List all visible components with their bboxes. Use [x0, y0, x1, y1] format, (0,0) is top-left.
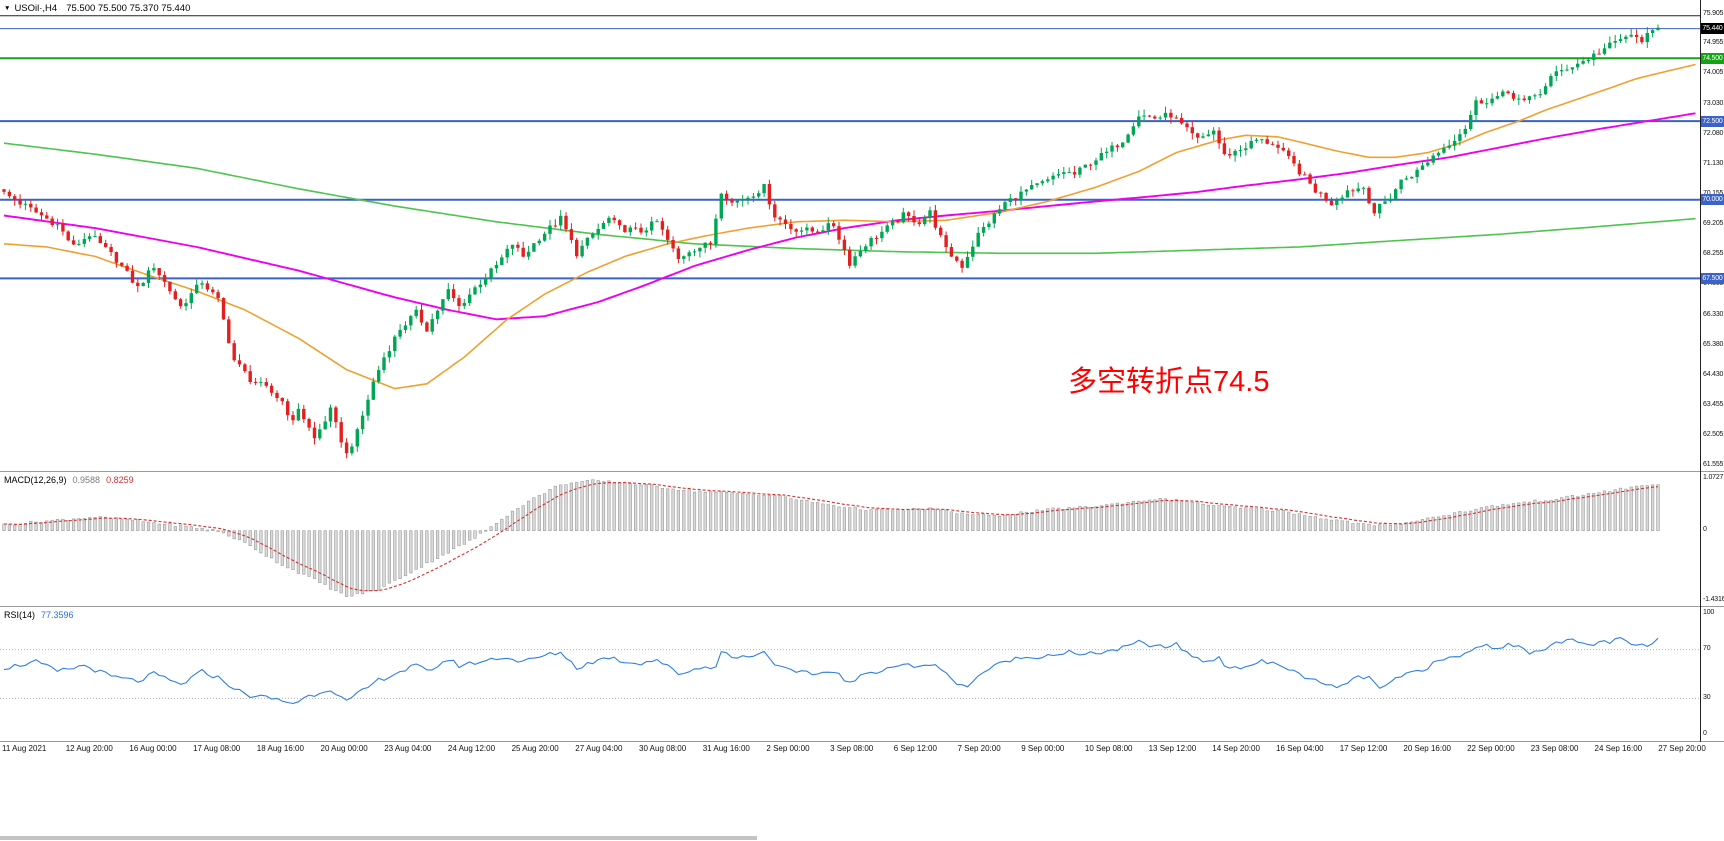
- price-axis-label: 74.955: [1703, 39, 1724, 47]
- price-axis-label: 1.0727: [1703, 473, 1724, 481]
- time-axis-label: 16 Sep 04:00: [1276, 744, 1324, 753]
- chart-ohlc-values: 75.500 75.500 75.370 75.440: [66, 3, 191, 14]
- macd-name: MACD(12,26,9): [4, 475, 67, 485]
- price-axis-label: 30: [1703, 693, 1711, 701]
- window-bottom-edge: [0, 836, 757, 840]
- time-axis-label: 20 Aug 00:00: [320, 744, 368, 753]
- time-axis-label: 2 Sep 00:00: [766, 744, 810, 753]
- time-axis-label: 20 Sep 16:00: [1403, 744, 1451, 753]
- price-axis-label: 69.205: [1703, 220, 1724, 228]
- time-axis-label: 13 Sep 12:00: [1148, 744, 1197, 753]
- time-axis-label: 22 Sep 00:00: [1467, 744, 1515, 753]
- time-axis-label: 16 Aug 00:00: [129, 744, 177, 753]
- annotation-text: 多空转折点74.5: [1068, 366, 1270, 398]
- price-line-badge: 72.500: [1701, 115, 1724, 127]
- time-axis-label: 18 Aug 16:00: [256, 744, 304, 753]
- rsi-value: 77.3596: [41, 610, 74, 620]
- main-chart-panel[interactable]: [0, 0, 1700, 471]
- time-axis-label: 24 Aug 12:00: [447, 744, 496, 753]
- price-axis-label: 65.380: [1703, 340, 1724, 348]
- time-axis-label: 23 Aug 04:00: [384, 744, 432, 753]
- time-axis-label: 30 Aug 08:00: [639, 744, 687, 753]
- panel-divider: [0, 471, 1724, 472]
- price-axis-label: -1.4316: [1703, 596, 1724, 604]
- price-axis-label: 63.455: [1703, 401, 1724, 409]
- price-line-badge: 75.440: [1701, 23, 1724, 35]
- price-line-badge: 70.000: [1701, 194, 1724, 206]
- price-axis-label: 73.030: [1703, 100, 1724, 107]
- price-axis-label: 62.505: [1703, 431, 1724, 439]
- price-axis-label: 70: [1703, 645, 1711, 653]
- price-line-badge: 74.500: [1701, 52, 1724, 64]
- price-axis-label: 70.155: [1703, 190, 1724, 197]
- time-axis-label: 17 Aug 08:00: [193, 744, 241, 753]
- rsi-panel[interactable]: [0, 607, 1700, 741]
- price-axis-label: 72.080: [1703, 129, 1724, 137]
- time-axis-label: 27 Aug 04:00: [575, 744, 623, 753]
- panel-divider: [0, 606, 1724, 607]
- price-axis-label: 0: [1703, 526, 1707, 534]
- time-axis-label: 23 Sep 08:00: [1530, 744, 1579, 753]
- macd-signal-value: 0.8259: [106, 475, 134, 485]
- time-axis-label: 27 Sep 20:00: [1658, 744, 1706, 753]
- price-line-badge: 67.500: [1701, 272, 1724, 284]
- macd-panel[interactable]: [0, 472, 1700, 606]
- price-axis-label: 74.005: [1703, 69, 1724, 77]
- price-axis[interactable]: 75.905 74.955 74.005 73.030 72.080 71.130 70.1…: [1701, 0, 1724, 757]
- time-axis-label: 12 Aug 20:00: [65, 744, 113, 753]
- chart-symbol-timeframe: USOil·,H4: [14, 3, 58, 14]
- price-axis-label: 71.130: [1703, 159, 1724, 167]
- rsi-label: RSI(14) 77.3596: [4, 610, 74, 620]
- time-axis-label: 14 Sep 20:00: [1212, 744, 1260, 753]
- chart-dropdown-icon[interactable]: ▼: [4, 5, 11, 12]
- time-axis-label: 10 Sep 08:00: [1084, 744, 1133, 753]
- panel-divider: [0, 741, 1724, 742]
- time-axis-label: 9 Sep 00:00: [1021, 744, 1065, 753]
- time-axis-label: 17 Sep 12:00: [1339, 744, 1388, 753]
- time-axis-label: 3 Sep 08:00: [830, 744, 874, 753]
- price-axis-label: 64.430: [1703, 370, 1724, 378]
- price-axis-label: 66.330: [1703, 310, 1724, 318]
- price-axis-label: 68.255: [1703, 250, 1724, 258]
- price-axis-border: [1700, 0, 1701, 742]
- macd-label: MACD(12,26,9) 0.9588 0.8259: [4, 475, 134, 485]
- chart-title: ▼ USOil·,H4 75.500 75.500 75.370 75.440: [4, 3, 190, 14]
- time-axis-label: 25 Aug 20:00: [511, 744, 559, 753]
- time-axis-label: 31 Aug 16:00: [702, 744, 750, 753]
- price-axis-label: 75.905: [1703, 9, 1724, 17]
- price-axis-label: 0: [1703, 730, 1707, 738]
- time-axis[interactable]: 11 Aug 2021 12 Aug 20:00 16 Aug 00:00 17 Au…: [0, 743, 1724, 758]
- price-axis-label: 100: [1703, 608, 1715, 616]
- time-axis-label: 6 Sep 12:00: [893, 744, 937, 753]
- rsi-name: RSI(14): [4, 610, 36, 620]
- time-axis-label: 7 Sep 20:00: [957, 744, 1001, 753]
- time-axis-label: 24 Sep 16:00: [1594, 744, 1643, 753]
- macd-main-value: 0.9588: [72, 475, 101, 485]
- time-axis-label: 11 Aug 2021: [2, 744, 47, 753]
- price-axis-label: 61.555: [1703, 461, 1724, 468]
